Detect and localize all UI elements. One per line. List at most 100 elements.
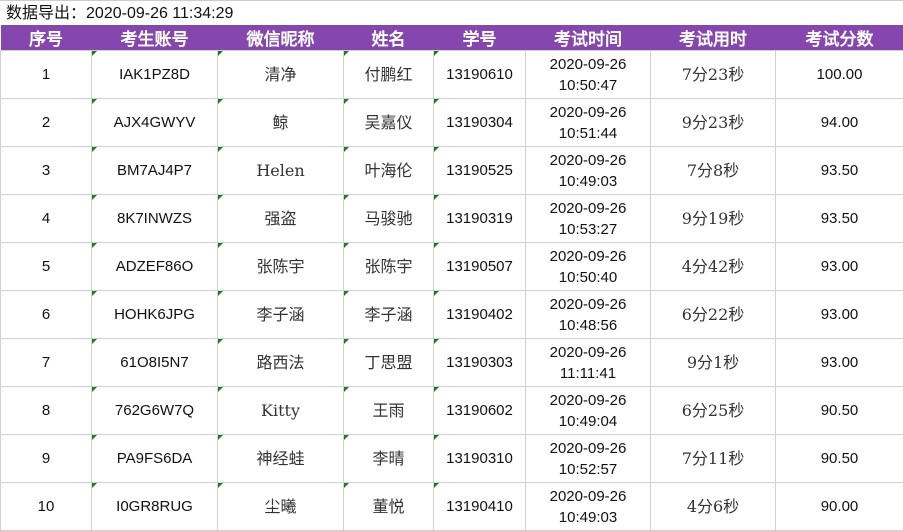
cell-account[interactable]: BM7AJ4P7 — [92, 147, 218, 195]
cell-duration[interactable]: 9分23秒 — [651, 99, 776, 147]
cell-name[interactable]: 王雨 — [344, 387, 434, 435]
cell-student-id[interactable]: 13190525 — [434, 147, 526, 195]
header-col-nickname[interactable]: 微信昵称 — [218, 25, 344, 51]
cell-text: 13190525 — [446, 162, 513, 179]
cell-score[interactable]: 93.50 — [776, 147, 903, 195]
cell-duration[interactable]: 4分6秒 — [651, 483, 776, 531]
cell-account[interactable]: I0GR8RUG — [92, 483, 218, 531]
cell-score[interactable]: 100.00 — [776, 51, 903, 99]
cell-nickname[interactable]: 张陈宇 — [218, 243, 344, 291]
cell-student-id[interactable]: 13190610 — [434, 51, 526, 99]
cell-score[interactable]: 93.50 — [776, 195, 903, 243]
cell-duration[interactable]: 7分11秒 — [651, 435, 776, 483]
cell-nickname[interactable]: Helen — [218, 147, 344, 195]
cell-name[interactable]: 张陈宇 — [344, 243, 434, 291]
cell-duration[interactable]: 6分22秒 — [651, 291, 776, 339]
header-col-score[interactable]: 考试分数 — [776, 25, 903, 51]
cell-account[interactable]: IAK1PZ8D — [92, 51, 218, 99]
cell-text: 6分22秒 — [682, 305, 745, 324]
cell-student-id[interactable]: 13190310 — [434, 435, 526, 483]
cell-account[interactable]: 8K7INWZS — [92, 195, 218, 243]
cell-name[interactable]: 李子涵 — [344, 291, 434, 339]
header-col-duration[interactable]: 考试用时 — [651, 25, 776, 51]
cell-name[interactable]: 马骏驰 — [344, 195, 434, 243]
cell-index[interactable]: 10 — [1, 483, 92, 531]
cell-score[interactable]: 93.00 — [776, 243, 903, 291]
cell-name[interactable]: 丁思盟 — [344, 339, 434, 387]
cell-text: 马骏驰 — [364, 209, 412, 228]
cell-text: Helen — [256, 161, 304, 180]
cell-score[interactable]: 93.00 — [776, 291, 903, 339]
cell-index[interactable]: 5 — [1, 243, 92, 291]
cell-account[interactable]: 61O8I5N7 — [92, 339, 218, 387]
cell-account[interactable]: ADZEF86O — [92, 243, 218, 291]
cell-duration[interactable]: 9分19秒 — [651, 195, 776, 243]
cell-duration[interactable]: 7分23秒 — [651, 51, 776, 99]
cell-nickname[interactable]: 李子涵 — [218, 291, 344, 339]
cell-student-id[interactable]: 13190410 — [434, 483, 526, 531]
cell-duration[interactable]: 4分42秒 — [651, 243, 776, 291]
exam-clock: 10:49:04 — [526, 411, 650, 432]
cell-name[interactable]: 付鹏红 — [344, 51, 434, 99]
cell-name[interactable]: 李晴 — [344, 435, 434, 483]
cell-nickname[interactable]: 强盗 — [218, 195, 344, 243]
cell-name[interactable]: 吴嘉仪 — [344, 99, 434, 147]
cell-nickname[interactable]: 清净 — [218, 51, 344, 99]
cell-score[interactable]: 90.00 — [776, 483, 903, 531]
cell-student-id[interactable]: 13190507 — [434, 243, 526, 291]
cell-duration[interactable]: 7分8秒 — [651, 147, 776, 195]
cell-student-id[interactable]: 13190319 — [434, 195, 526, 243]
exam-clock: 10:48:56 — [526, 315, 650, 336]
cell-nickname[interactable]: 鲸 — [218, 99, 344, 147]
cell-duration[interactable]: 9分1秒 — [651, 339, 776, 387]
cell-index[interactable]: 4 — [1, 195, 92, 243]
cell-score[interactable]: 90.50 — [776, 387, 903, 435]
cell-score[interactable]: 90.50 — [776, 435, 903, 483]
cell-nickname[interactable]: 路西法 — [218, 339, 344, 387]
header-col-name[interactable]: 姓名 — [344, 25, 434, 51]
cell-student-id[interactable]: 13190602 — [434, 387, 526, 435]
cell-account[interactable]: AJX4GWYV — [92, 99, 218, 147]
cell-account[interactable]: 762G6W7Q — [92, 387, 218, 435]
cell-index[interactable]: 7 — [1, 339, 92, 387]
cell-student-id[interactable]: 13190402 — [434, 291, 526, 339]
cell-index[interactable]: 2 — [1, 99, 92, 147]
cell-text: 神经蛙 — [256, 449, 304, 468]
cell-name[interactable]: 董悦 — [344, 483, 434, 531]
cell-text: 100.00 — [817, 66, 863, 83]
cell-index[interactable]: 3 — [1, 147, 92, 195]
exam-clock: 10:50:47 — [526, 75, 650, 96]
cell-student-id[interactable]: 13190303 — [434, 339, 526, 387]
cell-nickname[interactable]: 尘曦 — [218, 483, 344, 531]
cell-account[interactable]: HOHK6JPG — [92, 291, 218, 339]
exam-clock: 10:53:27 — [526, 219, 650, 240]
cell-nickname[interactable]: Kitty — [218, 387, 344, 435]
cell-score[interactable]: 93.00 — [776, 339, 903, 387]
cell-account[interactable]: PA9FS6DA — [92, 435, 218, 483]
cell-score[interactable]: 94.00 — [776, 99, 903, 147]
cell-index[interactable]: 6 — [1, 291, 92, 339]
header-col-index[interactable]: 序号 — [1, 25, 92, 51]
header-col-exam-time[interactable]: 考试时间 — [526, 25, 651, 51]
cell-duration[interactable]: 6分25秒 — [651, 387, 776, 435]
cell-index[interactable]: 1 — [1, 51, 92, 99]
header-col-student-id[interactable]: 学号 — [434, 25, 526, 51]
cell-index[interactable]: 9 — [1, 435, 92, 483]
exam-clock: 11:11:41 — [526, 363, 650, 384]
header-col-account[interactable]: 考生账号 — [92, 25, 218, 51]
cell-nickname[interactable]: 神经蛙 — [218, 435, 344, 483]
cell-name[interactable]: 叶海伦 — [344, 147, 434, 195]
cell-student-id[interactable]: 13190304 — [434, 99, 526, 147]
cell-index[interactable]: 8 — [1, 387, 92, 435]
